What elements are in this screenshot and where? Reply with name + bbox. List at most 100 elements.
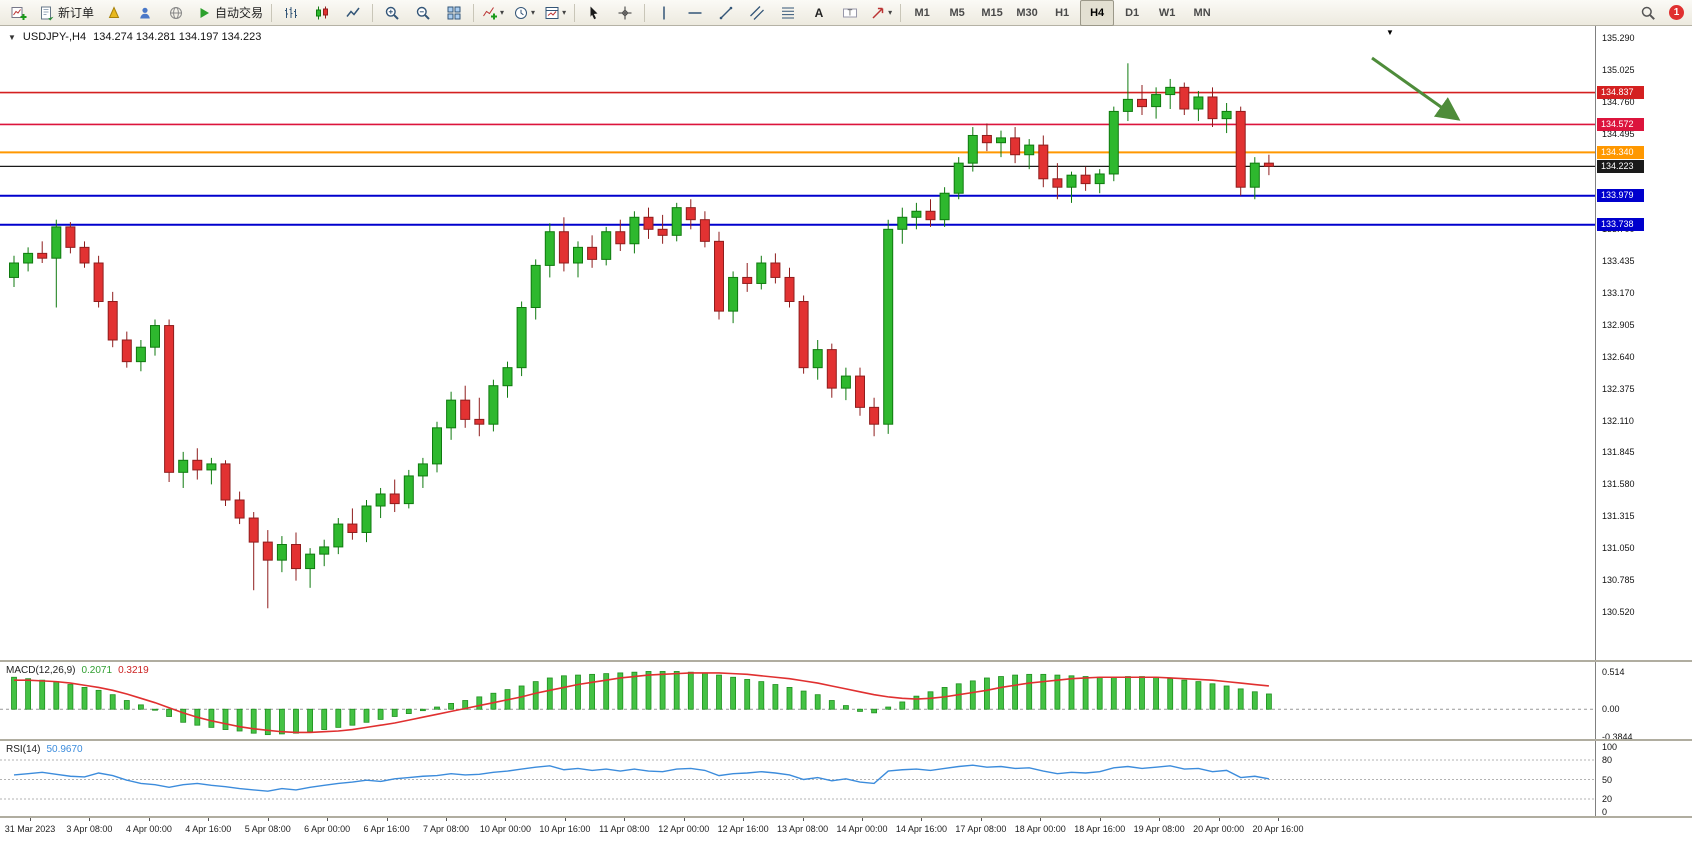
macd-panel[interactable]: MACD(12,26,9) 0.2071 0.3219 0.514 0.00 -0.… bbox=[0, 662, 1692, 742]
panel-splitter[interactable] bbox=[0, 739, 1692, 741]
ohlc-values: 134.274 134.281 134.197 134.223 bbox=[93, 31, 262, 43]
price-line-tag: 133.738 bbox=[1597, 218, 1644, 232]
price-chart-panel[interactable]: ▼ USDJPY-,H4 134.274 134.281 134.197 134… bbox=[0, 26, 1692, 660]
tile-windows-icon bbox=[446, 5, 462, 21]
time-axis-label: 20 Apr 00:00 bbox=[1193, 824, 1245, 834]
time-axis[interactable]: 31 Mar 2023 3 Apr 08:00 4 Apr 00:00 4 Apr 1… bbox=[0, 818, 1692, 853]
toolbar-separator bbox=[900, 3, 902, 22]
auto-trading-button[interactable]: 自动交易 bbox=[192, 2, 267, 24]
time-axis-tick bbox=[327, 818, 329, 821]
arrow-tools-icon bbox=[870, 5, 886, 21]
templates-button[interactable]: ▾ bbox=[540, 2, 570, 24]
new-order-button[interactable]: 新订单 bbox=[35, 2, 98, 24]
time-axis-tick bbox=[386, 818, 388, 821]
rsi-axis: 100 80 50 20 0 bbox=[1596, 741, 1692, 817]
macd-tick-label: 0.514 bbox=[1602, 666, 1625, 677]
arrow-tools-button[interactable]: ▾ bbox=[866, 2, 896, 24]
timeframe-m5-button[interactable]: M5 bbox=[949, 6, 965, 19]
time-axis-tick bbox=[1218, 818, 1220, 821]
time-axis-label: 7 Apr 08:00 bbox=[422, 824, 470, 834]
market-watch-button[interactable] bbox=[130, 2, 160, 24]
horizontal-line-icon bbox=[687, 5, 703, 21]
svg-text:T: T bbox=[848, 8, 853, 17]
price-tick-label: 131.845 bbox=[1602, 447, 1635, 458]
trendline-icon bbox=[718, 5, 734, 21]
horizontal-line-button[interactable] bbox=[680, 2, 710, 24]
crosshair-button[interactable] bbox=[610, 2, 640, 24]
price-tick-label: 131.050 bbox=[1602, 543, 1635, 554]
price-chart-canvas[interactable] bbox=[0, 26, 1692, 660]
vertical-line-button[interactable] bbox=[649, 2, 679, 24]
chart-shift-marker[interactable]: ▼ bbox=[1386, 28, 1394, 37]
timeframe-m30-button[interactable]: M30 bbox=[1016, 6, 1038, 19]
macd-histogram bbox=[11, 671, 1272, 736]
fibonacci-button[interactable] bbox=[773, 2, 803, 24]
price-tick-label: 131.315 bbox=[1602, 511, 1635, 522]
rsi-canvas[interactable] bbox=[0, 741, 1692, 816]
time-axis-tick bbox=[30, 818, 31, 821]
trend-arrow-annotation[interactable] bbox=[1371, 56, 1461, 121]
price-line-tag: 134.223 bbox=[1597, 159, 1644, 173]
chart-title: ▼ USDJPY-,H4 134.274 134.281 134.197 134… bbox=[8, 31, 261, 43]
tile-windows-button[interactable] bbox=[439, 2, 469, 24]
indicators-button[interactable]: ▾ bbox=[478, 2, 508, 24]
chart-line-button[interactable] bbox=[338, 2, 368, 24]
time-axis-label: 3 Apr 08:00 bbox=[66, 824, 113, 834]
price-tick-label: 133.170 bbox=[1602, 288, 1635, 299]
notification-badge[interactable]: 1 bbox=[1669, 5, 1684, 20]
price-axis: 135.290135.025134.760134.495134.230133.9… bbox=[1596, 26, 1692, 660]
zoom-out-button[interactable] bbox=[408, 2, 438, 24]
macd-main-value: 0.2071 bbox=[81, 665, 113, 676]
timeframe-m15-button[interactable]: M15 bbox=[981, 6, 1003, 19]
fibonacci-icon bbox=[780, 5, 796, 21]
text-button[interactable]: A bbox=[804, 2, 834, 24]
timeframe-d1-button[interactable]: D1 bbox=[1125, 6, 1140, 19]
time-axis-tick bbox=[1099, 818, 1101, 821]
equidistant-channel-button[interactable] bbox=[742, 2, 772, 24]
timeframe-h1-button[interactable]: H1 bbox=[1055, 6, 1070, 19]
zoom-in-button[interactable] bbox=[377, 2, 407, 24]
time-axis-tick bbox=[683, 818, 685, 821]
price-tick-label: 130.520 bbox=[1602, 606, 1635, 617]
time-axis-tick bbox=[208, 818, 210, 821]
timeframe-m1-button[interactable]: M1 bbox=[914, 6, 930, 19]
line-chart-icon bbox=[345, 5, 361, 21]
panel-splitter[interactable] bbox=[0, 660, 1692, 662]
timeframe-h4-button[interactable]: H4 bbox=[1080, 0, 1115, 26]
template-icon bbox=[544, 5, 560, 21]
time-axis-label: 18 Apr 00:00 bbox=[1014, 824, 1066, 834]
time-axis-tick bbox=[1278, 818, 1280, 821]
custom-indicator-button[interactable] bbox=[99, 2, 129, 24]
channel-icon bbox=[749, 5, 765, 21]
rsi-indicator-name: RSI(14) bbox=[6, 744, 41, 755]
periods-button[interactable]: ▾ bbox=[509, 2, 539, 24]
time-axis-label: 17 Apr 08:00 bbox=[955, 824, 1007, 834]
panel-splitter[interactable] bbox=[0, 816, 1692, 818]
one-click-expander-icon[interactable]: ▼ bbox=[8, 32, 16, 42]
rsi-panel[interactable]: RSI(14) 50.9670 100 80 50 20 0 bbox=[0, 741, 1692, 817]
search-button[interactable] bbox=[1633, 2, 1663, 24]
trendline-button[interactable] bbox=[711, 2, 741, 24]
toolbar-separator bbox=[372, 3, 374, 22]
time-axis-tick bbox=[564, 818, 566, 821]
new-chart-button[interactable] bbox=[4, 2, 34, 24]
cursor-button[interactable] bbox=[579, 2, 609, 24]
toolbar-separator bbox=[574, 3, 576, 22]
timeframe-w1-button[interactable]: W1 bbox=[1158, 6, 1176, 19]
timeframe-mn-button[interactable]: MN bbox=[1193, 6, 1211, 19]
time-axis-tick bbox=[1040, 818, 1042, 821]
community-button[interactable] bbox=[161, 2, 191, 24]
globe-icon bbox=[168, 5, 184, 21]
macd-signal-value: 0.3219 bbox=[118, 665, 149, 676]
time-axis-tick bbox=[505, 818, 507, 821]
time-axis-tick bbox=[148, 818, 150, 821]
toolbar-right: 1 bbox=[1633, 2, 1688, 24]
chart-candles-button[interactable] bbox=[307, 2, 337, 24]
time-axis-label: 6 Apr 00:00 bbox=[304, 824, 351, 834]
macd-canvas[interactable] bbox=[0, 662, 1692, 739]
text-label-button[interactable]: T bbox=[835, 2, 865, 24]
time-axis-tick bbox=[802, 818, 804, 821]
chart-bars-button[interactable] bbox=[276, 2, 306, 24]
time-axis-label: 18 Apr 16:00 bbox=[1074, 824, 1126, 834]
price-tick-label: 135.290 bbox=[1602, 33, 1635, 44]
